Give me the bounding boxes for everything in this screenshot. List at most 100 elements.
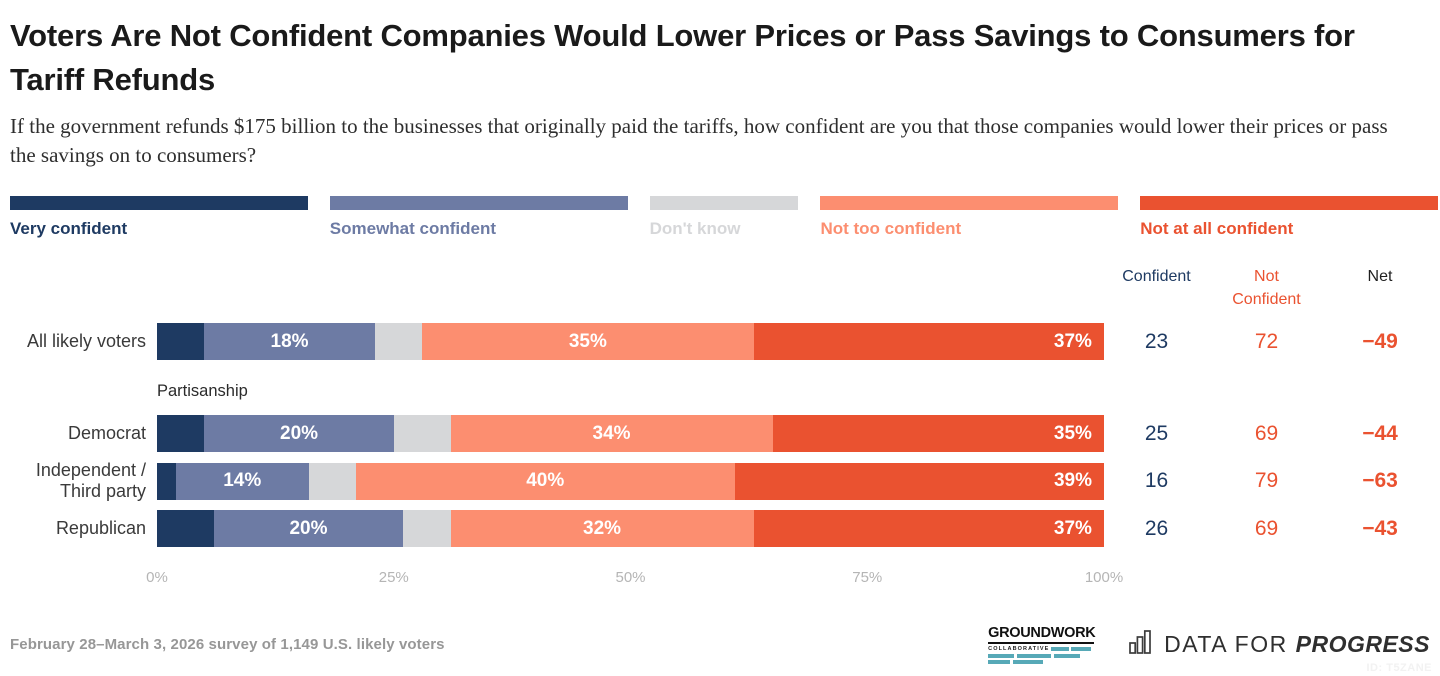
not-confident-column-header-text: Not Confident (1232, 267, 1301, 309)
not-confident-value: 72 (1254, 329, 1279, 353)
x-axis-tick: 25% (378, 569, 409, 587)
legend-item-somewhat-confident: Somewhat confident (329, 195, 628, 239)
bar-segment-very-confident (157, 510, 214, 548)
survey-source-note: February 28–March 3, 2026 survey of 1,14… (10, 636, 445, 653)
not-confident-value: 79 (1254, 469, 1279, 493)
not-confident-column-header: Not Confident (1209, 265, 1324, 311)
bar-track: 20% 34% 35% (157, 415, 1104, 453)
bar-track: 20% 32% 37% (157, 510, 1104, 548)
bar-segment-not-at-all-confident: 37% (753, 323, 1104, 361)
footer-logos: GROUNDWORK COLLABORATIVE (988, 625, 1430, 664)
bar-segment-not-at-all-confident: 37% (753, 510, 1104, 548)
x-axis-ticks: 0% 25% 50% 75% 100% (146, 555, 1123, 593)
bar-segment-not-too-confident: 32% (450, 510, 754, 548)
x-axis-tick: 50% (615, 569, 646, 587)
bar-track: 14% 40% 39% (157, 462, 1104, 500)
bar-segment-not-too-confident: 40% (355, 462, 735, 500)
bar-segment-somewhat-confident: 20% (213, 510, 404, 548)
logo-bar (1071, 647, 1092, 651)
bar-segment-somewhat-confident: 20% (204, 415, 394, 453)
logo-bar (1054, 654, 1081, 658)
groundwork-collaborative-logo: GROUNDWORK COLLABORATIVE (988, 625, 1096, 664)
groundwork-logo-subname: COLLABORATIVE (988, 646, 1050, 652)
bar-segment-don-t-know (374, 323, 423, 361)
not-confident-value: 69 (1254, 421, 1279, 445)
legend-label: Not at all confident (1140, 218, 1294, 238)
footer: February 28–March 3, 2026 survey of 1,14… (10, 625, 1430, 664)
x-axis-tick: 75% (852, 569, 883, 587)
net-column-header: Net (1367, 267, 1393, 285)
legend-label: Not too confident (820, 218, 962, 238)
net-value: −44 (1362, 421, 1398, 445)
logo-bar (1013, 660, 1044, 664)
legend-item-not-at-all-confident: Not at all confident (1140, 195, 1439, 239)
net-value: −49 (1362, 329, 1398, 353)
data-for-progress-wordmark: DATA FOR PROGRESS (1164, 631, 1430, 658)
legend-swatch-don-t-know (649, 195, 799, 210)
watermark-id: ID: T5ZANE (1366, 662, 1432, 674)
bar-segment-somewhat-confident: 14% (175, 462, 309, 500)
row-label: Independent / Third party (35, 460, 146, 502)
chart-row-independent-third-party: Independent / Third party 14% 40% 39% 16 79 −6… (10, 460, 1438, 502)
legend-label: Somewhat confident (329, 218, 497, 238)
summary-header-row: Confident Not Confident Net (10, 265, 1438, 311)
x-axis-tick: 100% (1084, 569, 1124, 587)
chart-row-democrat: Democrat 20% 34% 35% 25 69 −44 (10, 415, 1438, 453)
section-row: Partisanship (10, 382, 1438, 401)
bar-segment-somewhat-confident: 18% (204, 323, 375, 361)
bar-segment-don-t-know (308, 462, 356, 500)
bar-chart-icon (1128, 629, 1155, 661)
legend-item-don-t-know: Don't know (649, 195, 799, 239)
bar-segment-not-at-all-confident: 39% (734, 462, 1104, 500)
bar-segment-don-t-know (403, 510, 451, 548)
dfp-light-text: DATA FOR (1164, 631, 1296, 657)
row-label: All likely voters (26, 331, 146, 352)
survey-question: If the government refunds $175 billion t… (10, 114, 1388, 167)
legend-item-not-too-confident: Not too confident (820, 195, 1119, 239)
spacer (10, 555, 157, 593)
bar-segment-don-t-know (393, 415, 451, 453)
row-label: Republican (55, 518, 146, 539)
net-value: −63 (1362, 469, 1398, 493)
chart-row-all-likely-voters: All likely voters 18% 35% 37% 23 72 −49 (10, 323, 1438, 361)
data-for-progress-logo: DATA FOR PROGRESS (1128, 629, 1430, 661)
confident-value: 23 (1144, 329, 1169, 353)
chart-rows: All likely voters 18% 35% 37% 23 72 −49 Partisa… (10, 323, 1438, 548)
bar-track: 18% 35% 37% (157, 323, 1104, 361)
legend-item-very-confident: Very confident (10, 195, 308, 239)
legend-swatch-somewhat-confident (329, 195, 628, 210)
page-title: Voters Are Not Confident Companies Would… (10, 18, 1355, 98)
bar-segment-very-confident (157, 323, 205, 361)
logo-bar (988, 660, 1011, 664)
chart-row-republican: Republican 20% 32% 37% 26 69 −43 (10, 510, 1438, 548)
bar-segment-not-at-all-confident: 35% (772, 415, 1104, 453)
legend: Very confident Somewhat confident Don't kn… (10, 195, 1439, 239)
bar-segment-very-confident (157, 462, 176, 500)
groundwork-logo-name: GROUNDWORK (988, 625, 1096, 644)
net-value: −43 (1362, 516, 1398, 540)
logo-bar (1051, 647, 1070, 651)
legend-label: Don't know (649, 218, 741, 238)
confident-value: 26 (1144, 516, 1169, 540)
stacked-bar-chart: Confident Not Confident Net All likely v… (10, 265, 1438, 593)
legend-swatch-not-at-all-confident (1140, 195, 1439, 210)
logo-bar (1017, 654, 1052, 658)
x-axis: 0% 25% 50% 75% 100% (10, 555, 1438, 593)
groundwork-logo-subrow: COLLABORATIVE (988, 646, 1094, 652)
bar-segment-very-confident (157, 415, 205, 453)
not-confident-value: 69 (1254, 516, 1279, 540)
confident-value: 25 (1144, 421, 1169, 445)
groundwork-logo-bars (988, 654, 1094, 658)
bar-segment-not-too-confident: 35% (422, 323, 754, 361)
legend-swatch-not-too-confident (820, 195, 1119, 210)
row-label: Democrat (67, 423, 146, 444)
x-axis-tick: 0% (146, 569, 168, 587)
legend-swatch-very-confident (10, 195, 308, 210)
legend-label: Very confident (10, 218, 128, 238)
groundwork-logo-bars (988, 660, 1094, 664)
bar-segment-not-too-confident: 34% (450, 415, 773, 453)
dfp-bold-text: PROGRESS (1295, 631, 1430, 657)
section-label: Partisanship (157, 382, 248, 401)
confident-column-header: Confident (1122, 267, 1191, 285)
